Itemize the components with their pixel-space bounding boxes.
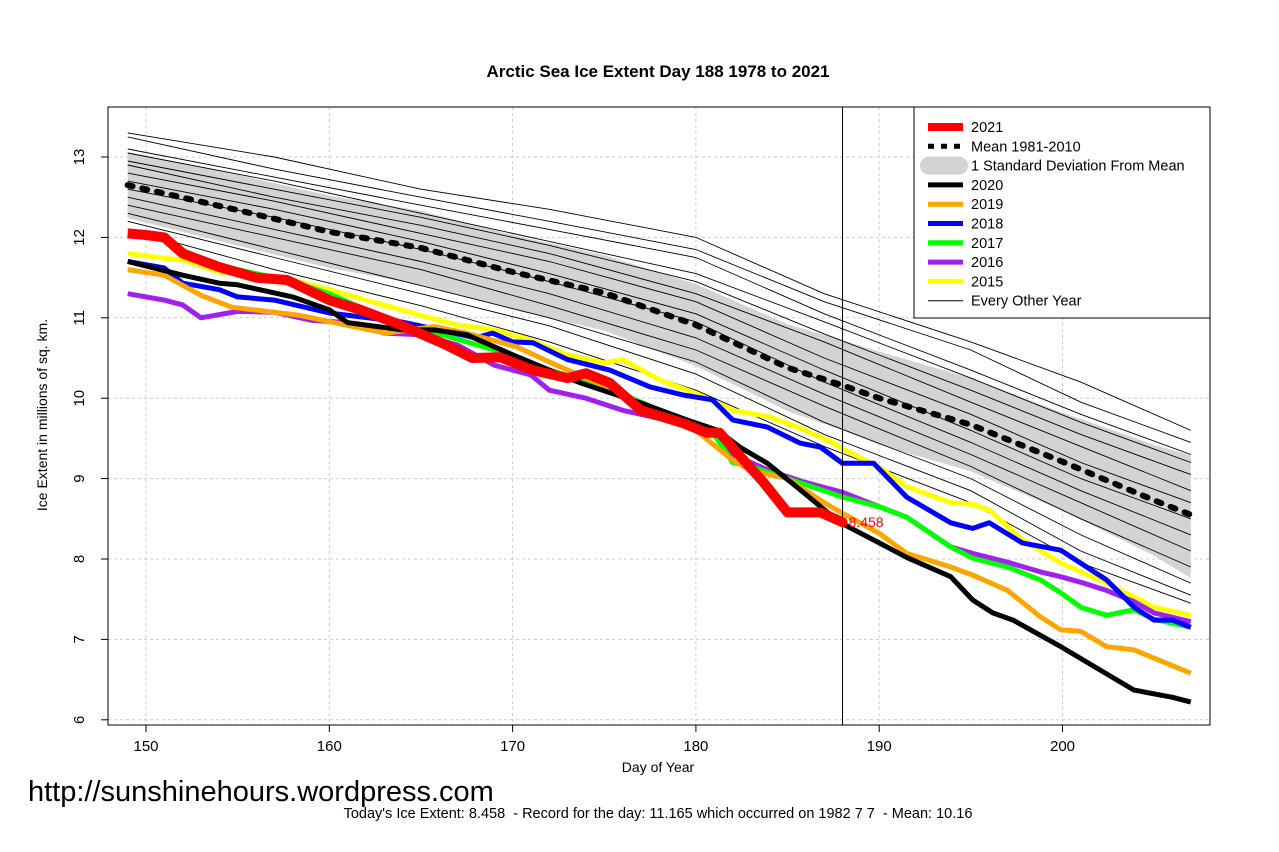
y-tick-label: 6: [71, 716, 88, 724]
chart-title: Arctic Sea Ice Extent Day 188 1978 to 20…: [486, 62, 829, 81]
footer-summary: Today's Ice Extent: 8.458 - Record for t…: [344, 806, 973, 822]
other-years-lines: [127, 132, 1191, 604]
sd-band-area: [127, 152, 1191, 579]
x-tick-label: 200: [1050, 738, 1075, 755]
y-axis-label: Ice Extent in millions of sq. km.: [34, 319, 50, 511]
other-year-line: [127, 160, 1191, 476]
x-tick-label: 150: [133, 738, 158, 755]
other-year-line: [127, 152, 1191, 463]
x-tick-label: 160: [317, 738, 342, 755]
x-axis-label: Day of Year: [622, 759, 695, 775]
y-tick-label: 8: [71, 555, 88, 563]
watermark: http://sunshinehours.wordpress.com: [28, 776, 494, 808]
current-day-marker: [837, 107, 848, 725]
plot-frame: [107, 106, 1211, 726]
y-tick-label: 7: [71, 635, 88, 643]
mean-line: [124, 182, 1194, 518]
y-tick-label: 12: [71, 229, 88, 246]
legend-swatch-band: [920, 156, 968, 175]
legend-label: Mean 1981-2010: [971, 139, 1081, 155]
legend-label: 2015: [971, 274, 1003, 290]
current-value-point: [837, 517, 848, 528]
other-year-line: [127, 164, 1191, 492]
legend-label: 2017: [971, 236, 1003, 252]
other-year-line: [127, 132, 1191, 431]
other-year-line: [127, 196, 1191, 552]
other-year-line: [127, 220, 1191, 596]
sd-band: [127, 152, 1191, 579]
other-year-line: [127, 212, 1191, 584]
current-value-label: 8.458: [849, 514, 884, 530]
axes: 150 160 170 180 190 200 6 7 8 9 10 11 12 13: [71, 149, 1075, 755]
legend-label: Every Other Year: [971, 294, 1082, 310]
legend-label: 1 Standard Deviation From Mean: [971, 159, 1185, 175]
legend-label: 2021: [971, 120, 1003, 136]
other-year-line: [127, 172, 1191, 504]
x-tick-label: 170: [500, 738, 525, 755]
other-year-line: [127, 204, 1191, 568]
legend-label: 2018: [971, 217, 1003, 233]
y-tick-label: 9: [71, 474, 88, 482]
legend-label: 2016: [971, 255, 1003, 271]
series-lines: [127, 228, 1192, 705]
legend-label: 2020: [971, 178, 1003, 194]
series-line-2018: [127, 259, 1192, 630]
mean-1981-2010-line: [124, 182, 1194, 518]
other-year-line: [127, 228, 1191, 604]
other-year-line: [127, 148, 1191, 455]
legend: 2021 Mean 1981-2010 1 Standard Deviation F…: [913, 106, 1211, 319]
legend-label: 2019: [971, 197, 1003, 213]
other-year-line: [127, 136, 1191, 443]
x-tick-label: 180: [683, 738, 708, 755]
other-year-line: [127, 180, 1191, 520]
y-tick-label: 10: [71, 390, 88, 407]
x-tick-label: 190: [867, 738, 892, 755]
y-tick-label: 11: [71, 310, 88, 326]
y-tick-label: 13: [71, 149, 88, 166]
legend-box: [913, 106, 1211, 319]
series-line-2021: [127, 228, 845, 527]
